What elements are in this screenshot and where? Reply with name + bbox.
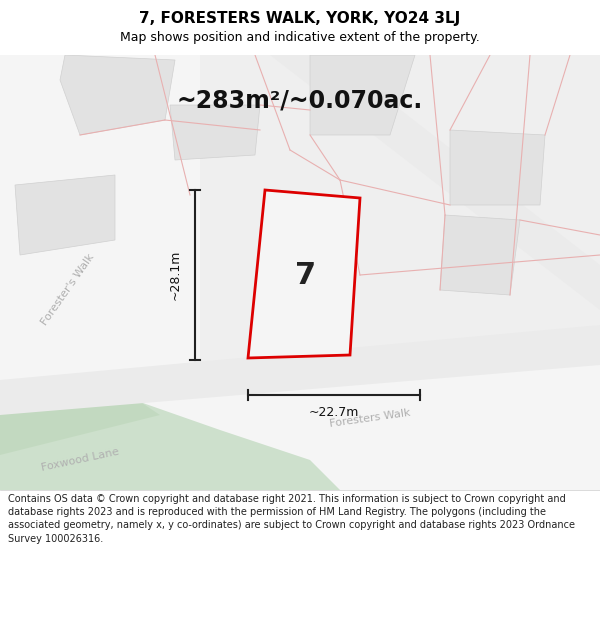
Polygon shape xyxy=(170,105,260,160)
Polygon shape xyxy=(450,130,545,205)
Polygon shape xyxy=(440,215,520,295)
Text: ~22.7m: ~22.7m xyxy=(309,406,359,419)
Text: Forester's Walk: Forester's Walk xyxy=(40,253,97,328)
Text: Map shows position and indicative extent of the property.: Map shows position and indicative extent… xyxy=(120,31,480,44)
Text: ~28.1m: ~28.1m xyxy=(169,250,182,300)
Polygon shape xyxy=(310,55,415,135)
Polygon shape xyxy=(0,325,600,415)
Polygon shape xyxy=(270,55,600,310)
Text: 7, FORESTERS WALK, YORK, YO24 3LJ: 7, FORESTERS WALK, YORK, YO24 3LJ xyxy=(139,11,461,26)
Polygon shape xyxy=(15,175,115,255)
Polygon shape xyxy=(248,190,360,358)
Text: 7: 7 xyxy=(295,261,316,290)
Polygon shape xyxy=(0,395,160,455)
Polygon shape xyxy=(60,55,175,135)
Text: Foresters Walk: Foresters Walk xyxy=(329,408,411,429)
Polygon shape xyxy=(200,55,600,380)
Text: ~283m²/~0.070ac.: ~283m²/~0.070ac. xyxy=(177,88,423,112)
Polygon shape xyxy=(0,395,340,490)
Text: Foxwood Lane: Foxwood Lane xyxy=(40,447,120,473)
Text: Contains OS data © Crown copyright and database right 2021. This information is : Contains OS data © Crown copyright and d… xyxy=(8,494,575,544)
